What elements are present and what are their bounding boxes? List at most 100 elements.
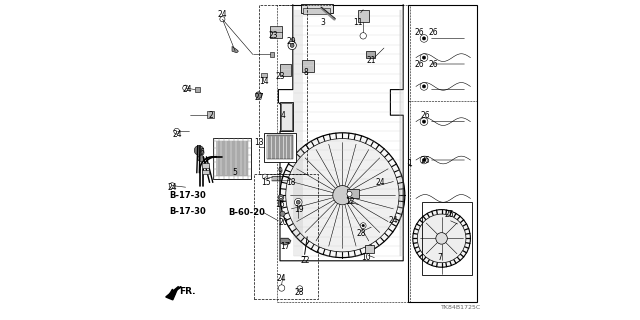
Circle shape [347,191,352,196]
Text: 24: 24 [182,85,192,94]
Text: 4: 4 [281,111,285,120]
Text: 5: 5 [233,168,237,177]
Bar [365,245,374,253]
Circle shape [297,286,303,292]
Bar [195,87,200,92]
Circle shape [255,92,262,98]
Text: 23: 23 [269,31,278,40]
Text: 3: 3 [321,18,326,27]
Text: 26: 26 [429,60,438,68]
Circle shape [294,198,302,206]
Circle shape [285,139,399,252]
Circle shape [420,83,428,90]
Bar [303,8,330,14]
Bar [261,73,267,77]
Bar [281,103,292,130]
Circle shape [360,223,366,228]
Bar [277,5,410,302]
Text: 6: 6 [199,148,204,156]
Bar [358,10,369,22]
Bar [212,138,252,179]
Bar [280,64,291,76]
Text: 28: 28 [294,288,304,297]
Text: 24: 24 [173,130,182,139]
Text: 16: 16 [275,200,285,209]
Circle shape [413,210,470,267]
Text: 18: 18 [287,178,296,187]
Text: 29: 29 [286,37,296,46]
Text: 26: 26 [429,28,438,36]
Text: 26: 26 [420,111,431,120]
Polygon shape [272,177,291,181]
Text: 2: 2 [209,111,214,120]
Circle shape [436,233,447,244]
Bar [408,5,477,302]
Text: 8: 8 [303,68,308,76]
Text: B-60-20: B-60-20 [228,208,265,217]
Text: 24: 24 [168,183,178,192]
Bar [280,102,293,131]
Circle shape [422,56,426,59]
Circle shape [288,41,296,50]
Text: 24: 24 [218,10,227,19]
Circle shape [420,35,428,42]
Text: 27: 27 [254,93,264,102]
Text: 17: 17 [280,242,290,251]
Circle shape [422,85,426,88]
Circle shape [333,186,352,205]
Circle shape [290,44,294,47]
Circle shape [417,214,466,263]
Polygon shape [232,46,239,53]
Text: 24: 24 [276,274,287,283]
Circle shape [280,133,404,258]
Text: 23: 23 [275,72,285,81]
Circle shape [422,120,426,123]
Bar [264,133,296,162]
Bar [259,5,307,174]
Circle shape [169,183,175,188]
Bar [302,60,314,72]
Bar [202,170,209,174]
Circle shape [360,33,367,39]
Circle shape [280,211,285,216]
Circle shape [280,196,282,199]
Circle shape [195,146,204,155]
Circle shape [278,285,285,291]
Text: 24: 24 [376,178,386,187]
Text: 13: 13 [254,138,264,147]
Bar [366,51,375,58]
Bar [347,189,360,198]
Text: 24: 24 [388,216,399,225]
Text: 22: 22 [301,256,310,265]
Circle shape [220,17,225,22]
Text: 1: 1 [407,159,412,168]
Text: 26: 26 [414,60,424,68]
Text: 21: 21 [367,56,376,65]
Circle shape [296,200,300,204]
Circle shape [422,158,426,162]
Bar [422,202,472,275]
Text: TK84B1725C: TK84B1725C [441,305,481,310]
Circle shape [420,54,428,61]
Bar [207,111,214,118]
Text: 11: 11 [354,18,363,27]
Text: 9: 9 [278,167,282,176]
Bar [216,141,248,176]
Circle shape [420,118,428,125]
Text: 10: 10 [362,253,371,262]
Text: FR.: FR. [179,287,195,296]
Text: 14: 14 [259,77,269,86]
Circle shape [174,128,179,134]
Text: B-17-30: B-17-30 [169,191,205,200]
Text: 19: 19 [294,205,304,214]
Circle shape [420,156,428,164]
Text: 12: 12 [346,197,355,206]
Polygon shape [281,238,291,245]
Circle shape [278,195,284,200]
Bar [301,4,333,13]
Circle shape [262,174,268,179]
Bar [254,174,319,299]
Bar [270,52,275,57]
Bar [202,163,209,168]
Bar [270,26,282,38]
